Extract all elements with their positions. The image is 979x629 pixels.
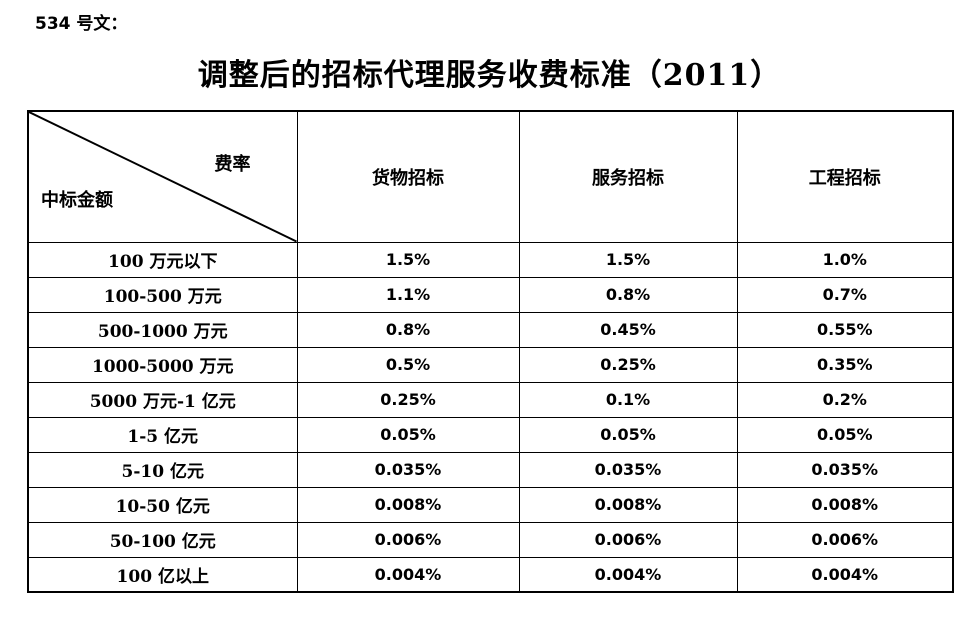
table-row: 100-500 万元 1.1% 0.8% 0.7% [27, 276, 954, 313]
row-label-amount-range: 10-50 亿元 [27, 486, 298, 523]
rate-value-cell: 0.004% [518, 556, 738, 593]
rate-value-cell: 0.035% [736, 451, 954, 488]
rate-value-cell: 0.006% [518, 521, 738, 558]
fee-rate-table: 费率 中标金额 货物招标 服务招标 工程招标 100 万元以下 1.5% 1.5% 1… [27, 110, 954, 593]
rate-value-cell: 0.25% [296, 381, 520, 418]
page-title: 调整后的招标代理服务收费标准（2011） [197, 58, 782, 93]
row-label-amount-range: 5000 万元-1 亿元 [27, 381, 298, 418]
rate-value-cell: 0.8% [518, 276, 738, 313]
row-label-amount-range: 5-10 亿元 [27, 451, 298, 488]
table-row: 500-1000 万元 0.8% 0.45% 0.55% [27, 311, 954, 348]
row-label-amount-range: 100 亿以上 [27, 556, 298, 593]
rate-value-cell: 0.8% [296, 311, 520, 348]
column-header-engineering: 工程招标 [736, 110, 954, 243]
row-label-amount-range: 1-5 亿元 [27, 416, 298, 453]
corner-label-bid-amount: 中标金额 [41, 189, 113, 211]
header-row: 费率 中标金额 货物招标 服务招标 工程招标 [27, 110, 954, 243]
rate-value-cell: 0.5% [296, 346, 520, 383]
document-number: 534 号文： [35, 14, 128, 34]
rate-value-cell: 0.35% [736, 346, 954, 383]
rate-value-cell: 0.2% [736, 381, 954, 418]
rate-value-cell: 0.035% [296, 451, 520, 488]
rate-value-cell: 1.1% [296, 276, 520, 313]
rate-value-cell: 0.55% [736, 311, 954, 348]
table-row: 100 亿以上 0.004% 0.004% 0.004% [27, 556, 954, 593]
rate-value-cell: 0.05% [736, 416, 954, 453]
rate-value-cell: 0.45% [518, 311, 738, 348]
rate-value-cell: 0.008% [736, 486, 954, 523]
corner-label-rate: 费率 [214, 154, 251, 175]
row-label-amount-range: 50-100 亿元 [27, 521, 298, 558]
table-row: 50-100 亿元 0.006% 0.006% 0.006% [27, 521, 954, 558]
rate-value-cell: 0.7% [736, 276, 954, 313]
rate-value-cell: 0.008% [518, 486, 738, 523]
rate-value-cell: 0.006% [296, 521, 520, 558]
rate-value-cell: 1.5% [518, 241, 738, 278]
rate-value-cell: 0.006% [736, 521, 954, 558]
rate-value-cell: 0.25% [518, 346, 738, 383]
table-row: 10-50 亿元 0.008% 0.008% 0.008% [27, 486, 954, 523]
rate-value-cell: 0.05% [518, 416, 738, 453]
column-header-goods: 货物招标 [296, 110, 520, 243]
table-row: 1-5 亿元 0.05% 0.05% 0.05% [27, 416, 954, 453]
table-body: 100 万元以下 1.5% 1.5% 1.0% 100-500 万元 1.1% 0.8% 0.… [27, 241, 954, 593]
rate-value-cell: 0.1% [518, 381, 738, 418]
rate-value-cell: 0.008% [296, 486, 520, 523]
rate-value-cell: 0.035% [518, 451, 738, 488]
column-header-services: 服务招标 [518, 110, 738, 243]
rate-value-cell: 0.05% [296, 416, 520, 453]
row-label-amount-range: 1000-5000 万元 [27, 346, 298, 383]
rate-value-cell: 1.5% [296, 241, 520, 278]
table-row: 5000 万元-1 亿元 0.25% 0.1% 0.2% [27, 381, 954, 418]
diagonal-divider-line [29, 112, 297, 242]
table-row: 1000-5000 万元 0.5% 0.25% 0.35% [27, 346, 954, 383]
row-label-amount-range: 100 万元以下 [27, 241, 298, 278]
table-row: 5-10 亿元 0.035% 0.035% 0.035% [27, 451, 954, 488]
rate-value-cell: 0.004% [296, 556, 520, 593]
rate-value-cell: 0.004% [736, 556, 954, 593]
row-label-amount-range: 100-500 万元 [27, 276, 298, 313]
corner-header-cell: 费率 中标金额 [27, 110, 298, 243]
table-row: 100 万元以下 1.5% 1.5% 1.0% [27, 241, 954, 278]
rate-value-cell: 1.0% [736, 241, 954, 278]
row-label-amount-range: 500-1000 万元 [27, 311, 298, 348]
